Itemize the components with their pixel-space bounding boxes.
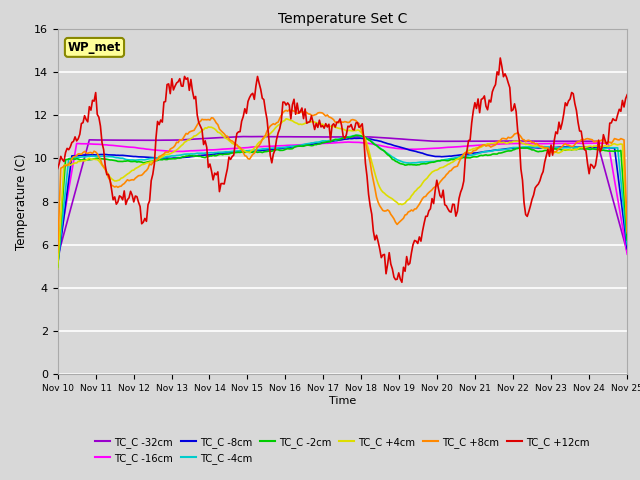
TC_C -2cm [303, 142, 310, 148]
Line: TC_C +8cm: TC_C +8cm [58, 110, 627, 252]
TC_C -2cm [223, 151, 231, 157]
TC_C -2cm [243, 149, 250, 155]
X-axis label: Time: Time [329, 396, 356, 406]
TC_C +12cm [497, 55, 504, 61]
TC_C +12cm [124, 197, 131, 203]
TC_C -32cm [54, 254, 61, 260]
TC_C +12cm [623, 92, 631, 97]
TC_C +4cm [593, 143, 601, 149]
TC_C -16cm [252, 144, 260, 150]
Legend: TC_C -32cm, TC_C -16cm, TC_C -8cm, TC_C -4cm, TC_C -2cm, TC_C +4cm, TC_C +8cm, T: TC_C -32cm, TC_C -16cm, TC_C -8cm, TC_C … [91, 433, 594, 468]
Line: TC_C -4cm: TC_C -4cm [58, 135, 627, 267]
TC_C -16cm [54, 252, 61, 257]
TC_C +8cm [124, 177, 131, 182]
TC_C -16cm [223, 146, 231, 152]
TC_C +4cm [223, 136, 231, 142]
Text: WP_met: WP_met [68, 41, 121, 54]
Line: TC_C +12cm: TC_C +12cm [58, 58, 627, 282]
TC_C +4cm [623, 228, 631, 234]
TC_C -8cm [252, 148, 260, 154]
TC_C +4cm [305, 120, 312, 125]
TC_C -2cm [124, 158, 131, 164]
Y-axis label: Temperature (C): Temperature (C) [15, 153, 28, 250]
TC_C +12cm [398, 279, 406, 285]
TC_C -2cm [593, 146, 601, 152]
TC_C +8cm [305, 111, 312, 117]
TC_C -2cm [352, 132, 360, 138]
TC_C -32cm [252, 134, 260, 140]
TC_C -16cm [243, 145, 250, 151]
TC_C +12cm [223, 166, 231, 172]
TC_C -32cm [305, 134, 312, 140]
TC_C -16cm [124, 144, 131, 150]
TC_C -2cm [623, 237, 631, 243]
TC_C -4cm [252, 147, 260, 153]
TC_C -4cm [593, 145, 601, 151]
TC_C +8cm [623, 230, 631, 236]
TC_C -4cm [54, 264, 61, 270]
TC_C +12cm [54, 166, 61, 171]
Line: TC_C +4cm: TC_C +4cm [58, 119, 627, 269]
TC_C +12cm [252, 83, 260, 89]
TC_C +8cm [223, 133, 231, 139]
TC_C +12cm [303, 120, 310, 126]
Title: Temperature Set C: Temperature Set C [278, 12, 407, 26]
TC_C -8cm [303, 143, 310, 148]
TC_C +4cm [243, 149, 250, 155]
TC_C +8cm [252, 147, 260, 153]
TC_C +4cm [252, 144, 260, 149]
TC_C -8cm [593, 144, 601, 150]
TC_C +8cm [285, 107, 293, 113]
Line: TC_C -2cm: TC_C -2cm [58, 135, 627, 267]
TC_C -2cm [252, 149, 260, 155]
TC_C -8cm [243, 148, 250, 154]
TC_C -8cm [54, 263, 61, 268]
TC_C -4cm [623, 242, 631, 248]
TC_C -32cm [124, 137, 131, 143]
TC_C -4cm [124, 157, 131, 163]
Line: TC_C -8cm: TC_C -8cm [58, 138, 627, 265]
TC_C -4cm [223, 149, 231, 155]
Line: TC_C -16cm: TC_C -16cm [58, 142, 627, 254]
TC_C -8cm [223, 150, 231, 156]
TC_C +12cm [595, 137, 602, 143]
TC_C +4cm [124, 171, 131, 177]
TC_C +12cm [243, 110, 250, 116]
TC_C -8cm [124, 153, 131, 159]
TC_C -32cm [223, 134, 231, 140]
TC_C -16cm [593, 140, 601, 146]
Line: TC_C -32cm: TC_C -32cm [58, 137, 627, 257]
TC_C -32cm [257, 134, 264, 140]
TC_C +8cm [54, 250, 61, 255]
TC_C -16cm [344, 139, 352, 145]
TC_C -16cm [303, 142, 310, 147]
TC_C +4cm [282, 116, 290, 122]
TC_C -32cm [623, 249, 631, 255]
TC_C -32cm [243, 134, 250, 140]
TC_C -2cm [54, 264, 61, 270]
TC_C -4cm [303, 141, 310, 147]
TC_C +8cm [243, 153, 250, 159]
TC_C -4cm [354, 132, 362, 138]
TC_C -8cm [355, 135, 363, 141]
TC_C +4cm [54, 266, 61, 272]
TC_C -8cm [623, 246, 631, 252]
TC_C -16cm [623, 252, 631, 257]
TC_C -32cm [593, 138, 601, 144]
TC_C -4cm [243, 148, 250, 154]
TC_C +8cm [593, 138, 601, 144]
